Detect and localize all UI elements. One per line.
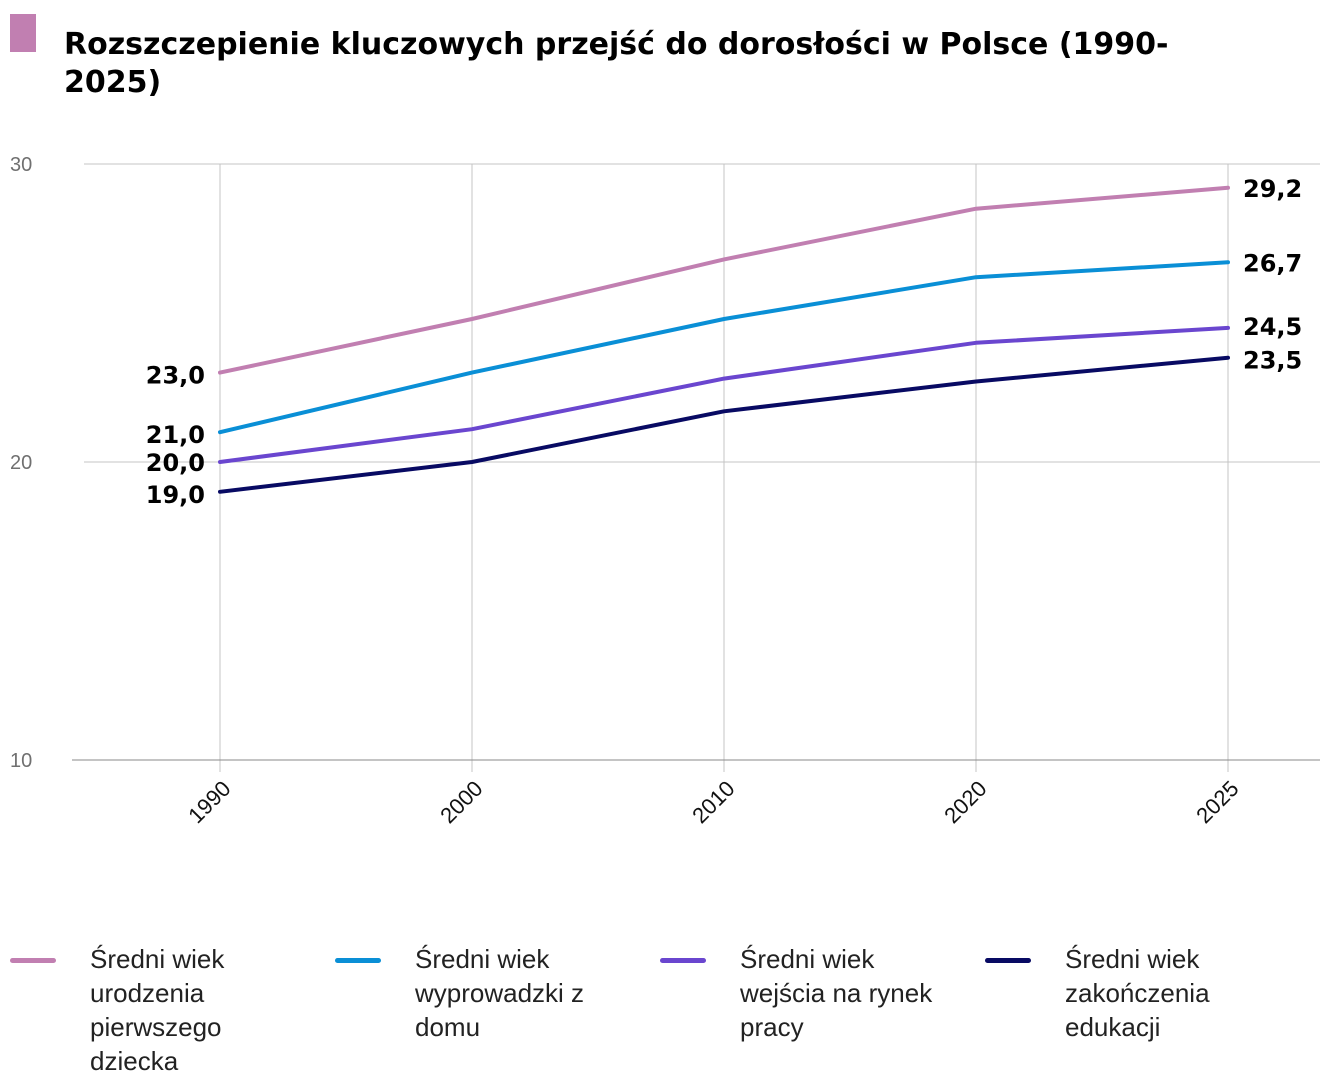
- legend-label: Średni wiek wyprowadzki z domu: [415, 944, 585, 1042]
- series-line-1: [218, 185, 1230, 375]
- x-tick-label: 2025: [1191, 776, 1243, 828]
- legend-swatch: [10, 958, 56, 963]
- series-line-2: [218, 260, 1230, 435]
- start-value-label: 23,0: [146, 362, 205, 390]
- legend-item-3: Średni wiek wejścia na rynek pracy: [660, 942, 985, 1078]
- x-tick-label: 2020: [939, 776, 991, 828]
- series-line-4: [218, 355, 1230, 494]
- title-marker: [10, 14, 36, 52]
- legend-label: Średni wiek zakończenia edukacji: [1065, 944, 1210, 1042]
- series-line-3: [218, 325, 1230, 464]
- chart-title: Rozszczepienie kluczowych przejść do dor…: [64, 27, 1169, 100]
- legend-item-2: Średni wiek wyprowadzki z domu: [335, 942, 660, 1078]
- legend-swatch: [335, 958, 381, 963]
- legend: Średni wiek urodzenia pierwszego dziecka…: [10, 942, 1310, 1078]
- y-tick-label: 10: [10, 750, 32, 772]
- x-tick-label: 1990: [183, 776, 235, 828]
- legend-swatch: [660, 958, 706, 963]
- legend-label: Średni wiek wejścia na rynek pracy: [740, 944, 933, 1042]
- legend-item-4: Średni wiek zakończenia edukacji: [985, 942, 1310, 1078]
- y-tick-label: 30: [10, 154, 32, 176]
- legend-label: Średni wiek urodzenia pierwszego dziecka: [90, 944, 225, 1076]
- end-value-label: 23,5: [1243, 347, 1302, 375]
- start-value-label: 19,0: [146, 481, 205, 509]
- start-value-label: 20,0: [146, 449, 205, 477]
- end-value-label: 29,2: [1243, 175, 1302, 203]
- start-value-label: 21,0: [146, 421, 205, 449]
- y-tick-label: 20: [10, 452, 32, 474]
- x-tick-label: 2010: [687, 776, 739, 828]
- x-tick-label: 2000: [435, 776, 487, 828]
- legend-swatch: [985, 958, 1031, 963]
- legend-item-1: Średni wiek urodzenia pierwszego dziecka: [10, 942, 335, 1078]
- end-value-label: 26,7: [1243, 249, 1302, 277]
- end-value-label: 24,5: [1243, 313, 1302, 341]
